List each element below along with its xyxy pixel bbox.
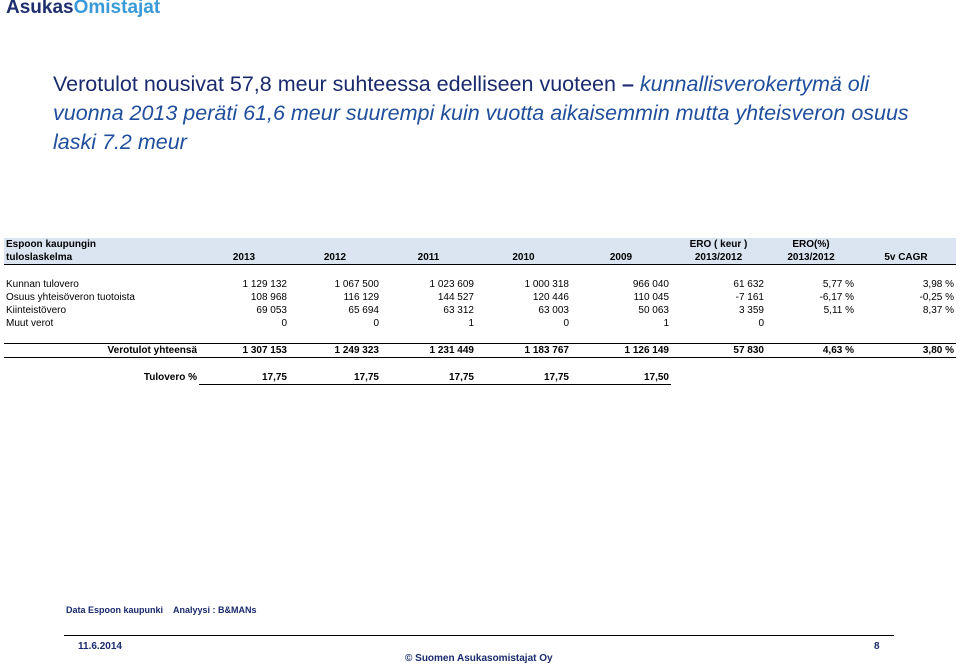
total-row: Verotulot yhteensä 1 307 153 1 249 323 1… — [4, 343, 956, 358]
header-cagr: 5v CAGR — [856, 251, 956, 265]
cell: 3 359 — [738, 305, 764, 316]
header-ero-pct-period: 2013/2012 — [766, 251, 856, 265]
cell: 61 632 — [733, 279, 764, 290]
cell: 50 063 — [638, 305, 669, 316]
row-label: Kiinteistövero — [6, 305, 67, 316]
cell: 8,37 % — [922, 305, 954, 316]
cell: 0 — [758, 318, 764, 329]
income-table: Espoon kaupungin ERO ( keur ) ERO(%) tul… — [4, 238, 956, 385]
header-row-top: Espoon kaupungin ERO ( keur ) ERO(%) — [4, 238, 956, 251]
cell: -6,17 % — [819, 292, 854, 303]
cell: -7 161 — [735, 292, 764, 303]
page-number: 8 — [874, 641, 880, 652]
header-year: 2009 — [571, 251, 671, 265]
cell: 1 126 149 — [571, 343, 671, 358]
cell: 17,50 — [571, 371, 671, 385]
cell: 57 830 — [671, 343, 766, 358]
table-row: Kiinteistövero 69 053 65 694 63 312 63 0… — [4, 304, 956, 317]
header-year: 2013 — [199, 251, 289, 265]
header-statement: tuloslaskelma — [4, 251, 199, 265]
cell: 17,75 — [199, 371, 289, 385]
cell: 69 053 — [256, 305, 287, 316]
cell: 1 129 132 — [242, 279, 288, 290]
logo: AsukasOmistajat — [6, 0, 160, 19]
cell: 1 000 318 — [524, 279, 570, 290]
cell: 1 023 609 — [429, 279, 475, 290]
source-note: Data Espoon kaupunki Analyysi : B&MANs — [66, 605, 267, 615]
cell: 120 446 — [532, 292, 569, 303]
cell: 110 045 — [633, 292, 669, 303]
cell: 1 — [663, 318, 669, 329]
header-ero-pct: ERO(%) — [766, 238, 856, 251]
cell: 144 527 — [437, 292, 474, 303]
footer-date: 11.6.2014 — [78, 641, 122, 652]
header-row-bottom: tuloslaskelma 2013 2012 2011 2010 2009 2… — [4, 251, 956, 265]
headline-normal: Verotulot nousivat 57,8 meur suhteessa e… — [53, 72, 622, 96]
row-label: Muut verot — [6, 318, 54, 329]
cell: 0 — [281, 318, 287, 329]
footer-copyright: © Suomen Asukasomistajat Oy — [405, 653, 553, 664]
header-entity: Espoon kaupungin — [4, 238, 199, 251]
tax-rate-row: Tulovero % 17,75 17,75 17,75 17,75 17,50 — [4, 371, 956, 385]
headline-dash: – — [621, 72, 634, 96]
table-row: Muut verot 0 0 1 0 1 0 — [4, 317, 956, 330]
source-analysis: Analyysi : B&MANs — [173, 605, 257, 615]
cell: 5,77 % — [822, 279, 854, 290]
cell: 5,11 % — [823, 305, 854, 316]
cell: 1 249 323 — [289, 343, 381, 358]
cell: 966 040 — [632, 279, 669, 290]
row-label: Kunnan tulovero — [6, 279, 79, 290]
table-row: Osuus yhteisöveron tuotoista 108 968 116… — [4, 291, 956, 304]
cell: 1 183 767 — [476, 343, 571, 358]
footer-divider — [64, 635, 894, 636]
cell: 116 129 — [343, 292, 379, 303]
header-ero-keur-period: 2013/2012 — [671, 251, 766, 265]
cell: 108 968 — [250, 292, 287, 303]
cell: 65 694 — [348, 305, 379, 316]
cell: 17,75 — [289, 371, 381, 385]
cell — [766, 317, 856, 330]
tax-rate-label: Tulovero % — [143, 372, 197, 384]
headline-italic: kunnallisverokertymä oli vuonna 2013 per… — [53, 72, 909, 154]
logo-part-2: Omistajat — [73, 0, 161, 18]
cell: 4,63 % — [766, 343, 856, 358]
cell: 1 307 153 — [199, 343, 289, 358]
cell — [856, 317, 956, 330]
cell: 1 231 449 — [381, 343, 476, 358]
page-title: Verotulot nousivat 57,8 meur suhteessa e… — [53, 70, 933, 157]
cell: 0 — [373, 318, 379, 329]
header-year: 2012 — [289, 251, 381, 265]
cell: 63 312 — [443, 305, 474, 316]
cell: 3,98 % — [922, 279, 954, 290]
logo-part-1: Asukas — [6, 0, 74, 18]
source-data: Data Espoon kaupunki — [66, 605, 164, 615]
row-label: Osuus yhteisöveron tuotoista — [6, 292, 135, 303]
cell: 17,75 — [476, 371, 571, 385]
cell: 17,75 — [381, 371, 476, 385]
header-year: 2010 — [476, 251, 571, 265]
cell: 1 067 500 — [334, 279, 380, 290]
header-year: 2011 — [381, 251, 476, 265]
cell: -0,25 % — [919, 292, 954, 303]
header-ero-keur: ERO ( keur ) — [671, 238, 766, 251]
cell: 0 — [563, 318, 569, 329]
cell: 63 003 — [538, 305, 569, 316]
cell: 3,80 % — [856, 343, 956, 358]
cell: 1 — [468, 318, 474, 329]
table-row: Kunnan tulovero 1 129 132 1 067 500 1 02… — [4, 278, 956, 291]
total-label: Verotulot yhteensä — [4, 343, 199, 358]
